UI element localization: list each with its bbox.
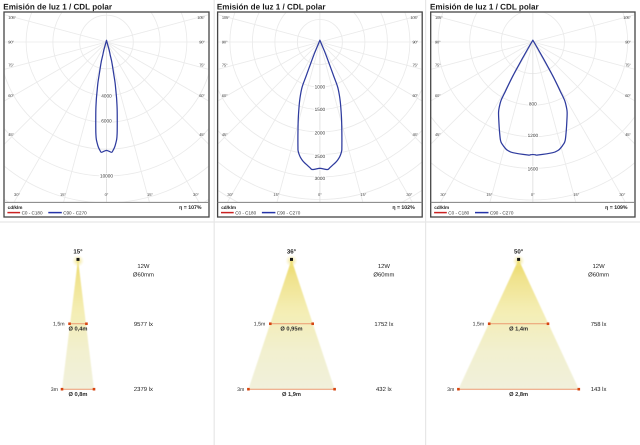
svg-text:10000: 10000 — [100, 174, 113, 179]
svg-text:η = 102%: η = 102% — [392, 205, 415, 211]
svg-text:0°: 0° — [105, 192, 109, 197]
svg-text:12W: 12W — [378, 263, 391, 270]
svg-text:45°: 45° — [625, 132, 631, 137]
svg-text:C90 - C270: C90 - C270 — [277, 210, 301, 215]
svg-text:90°: 90° — [8, 40, 14, 45]
svg-text:30°: 30° — [227, 192, 233, 197]
svg-text:105°: 105° — [8, 15, 16, 20]
svg-text:758 lx: 758 lx — [591, 321, 607, 328]
svg-text:cd/klm: cd/klm — [221, 205, 236, 210]
svg-text:105°: 105° — [410, 15, 418, 20]
svg-text:12W: 12W — [137, 263, 150, 270]
svg-text:Ø 1,9m: Ø 1,9m — [282, 391, 301, 398]
svg-text:432 lx: 432 lx — [376, 386, 392, 393]
svg-text:50°: 50° — [514, 249, 524, 256]
svg-text:105°: 105° — [197, 15, 205, 20]
svg-text:90°: 90° — [412, 40, 418, 45]
svg-text:105°: 105° — [222, 15, 230, 20]
svg-text:12W: 12W — [593, 263, 606, 270]
svg-text:Emisión de luz 1 / CDL polar: Emisión de luz 1 / CDL polar — [3, 3, 113, 12]
svg-text:75°: 75° — [222, 63, 228, 68]
svg-text:Ø 2,8m: Ø 2,8m — [509, 391, 528, 398]
svg-text:C0 - C180: C0 - C180 — [235, 210, 256, 215]
svg-text:45°: 45° — [435, 132, 441, 137]
svg-text:0°: 0° — [531, 192, 535, 197]
svg-text:60°: 60° — [435, 93, 441, 98]
svg-text:2000: 2000 — [315, 131, 326, 136]
svg-text:143 lx: 143 lx — [591, 386, 607, 393]
svg-text:3000: 3000 — [315, 176, 326, 181]
svg-text:2379 lx: 2379 lx — [134, 386, 153, 393]
svg-text:η = 107%: η = 107% — [179, 205, 202, 211]
svg-text:15°: 15° — [486, 192, 492, 197]
svg-text:1600: 1600 — [528, 166, 539, 171]
svg-text:60°: 60° — [222, 93, 228, 98]
svg-text:60°: 60° — [412, 93, 418, 98]
svg-text:15°: 15° — [60, 192, 66, 197]
svg-text:15°: 15° — [573, 192, 579, 197]
svg-text:30°: 30° — [619, 192, 625, 197]
svg-text:30°: 30° — [193, 192, 199, 197]
svg-text:1752 lx: 1752 lx — [374, 321, 393, 328]
svg-text:1,5m: 1,5m — [473, 322, 485, 328]
svg-text:45°: 45° — [222, 132, 228, 137]
svg-text:60°: 60° — [199, 93, 205, 98]
svg-text:Emisión de luz 1 / CDL polar: Emisión de luz 1 / CDL polar — [430, 3, 540, 12]
svg-text:1,5m: 1,5m — [254, 322, 266, 328]
svg-text:75°: 75° — [8, 63, 14, 68]
svg-text:3m: 3m — [237, 387, 244, 393]
svg-text:Ø 0,8m: Ø 0,8m — [69, 391, 88, 398]
svg-text:30°: 30° — [406, 192, 412, 197]
svg-text:C90 - C270: C90 - C270 — [490, 210, 514, 215]
svg-text:30°: 30° — [440, 192, 446, 197]
svg-text:105°: 105° — [435, 15, 443, 20]
svg-text:45°: 45° — [199, 132, 205, 137]
svg-text:Ø60mm: Ø60mm — [588, 271, 609, 278]
svg-text:75°: 75° — [412, 63, 418, 68]
svg-text:90°: 90° — [435, 40, 441, 45]
svg-text:60°: 60° — [8, 93, 14, 98]
svg-text:0°: 0° — [318, 192, 322, 197]
svg-text:2500: 2500 — [315, 154, 326, 159]
svg-text:75°: 75° — [625, 63, 631, 68]
svg-text:75°: 75° — [435, 63, 441, 68]
svg-text:Ø 0,4m: Ø 0,4m — [69, 325, 88, 332]
svg-text:3m: 3m — [447, 387, 454, 393]
svg-text:6000: 6000 — [101, 119, 112, 124]
svg-text:30°: 30° — [14, 192, 20, 197]
svg-text:η = 109%: η = 109% — [605, 205, 628, 211]
svg-text:Emisión de luz 1 / CDL polar: Emisión de luz 1 / CDL polar — [217, 3, 327, 12]
svg-text:60°: 60° — [625, 93, 631, 98]
svg-text:3m: 3m — [51, 387, 58, 393]
svg-text:75°: 75° — [199, 63, 205, 68]
svg-text:105°: 105° — [623, 15, 631, 20]
svg-text:cd/klm: cd/klm — [434, 205, 449, 210]
svg-text:1000: 1000 — [315, 85, 326, 90]
svg-text:9577 lx: 9577 lx — [134, 321, 153, 328]
svg-text:1500: 1500 — [315, 107, 326, 112]
svg-text:Ø60mm: Ø60mm — [373, 271, 394, 278]
svg-text:90°: 90° — [222, 40, 228, 45]
svg-text:C90 - C270: C90 - C270 — [63, 210, 87, 215]
svg-text:800: 800 — [529, 101, 537, 106]
svg-text:Ø 0,95m: Ø 0,95m — [280, 325, 302, 332]
svg-text:4000: 4000 — [101, 93, 112, 98]
svg-text:Ø 1,4m: Ø 1,4m — [509, 325, 528, 332]
svg-text:45°: 45° — [412, 132, 418, 137]
svg-text:cd/klm: cd/klm — [8, 205, 23, 210]
svg-text:C0 - C180: C0 - C180 — [22, 210, 43, 215]
svg-text:Ø60mm: Ø60mm — [133, 271, 154, 278]
svg-text:15°: 15° — [360, 192, 366, 197]
svg-text:1,5m: 1,5m — [53, 322, 65, 328]
svg-text:36°: 36° — [287, 249, 297, 256]
svg-text:90°: 90° — [625, 40, 631, 45]
svg-text:15°: 15° — [73, 249, 83, 256]
svg-text:45°: 45° — [8, 132, 14, 137]
svg-text:C0 - C180: C0 - C180 — [448, 210, 469, 215]
svg-text:15°: 15° — [147, 192, 153, 197]
svg-text:15°: 15° — [273, 192, 279, 197]
svg-text:90°: 90° — [199, 40, 205, 45]
svg-text:1200: 1200 — [528, 133, 539, 138]
